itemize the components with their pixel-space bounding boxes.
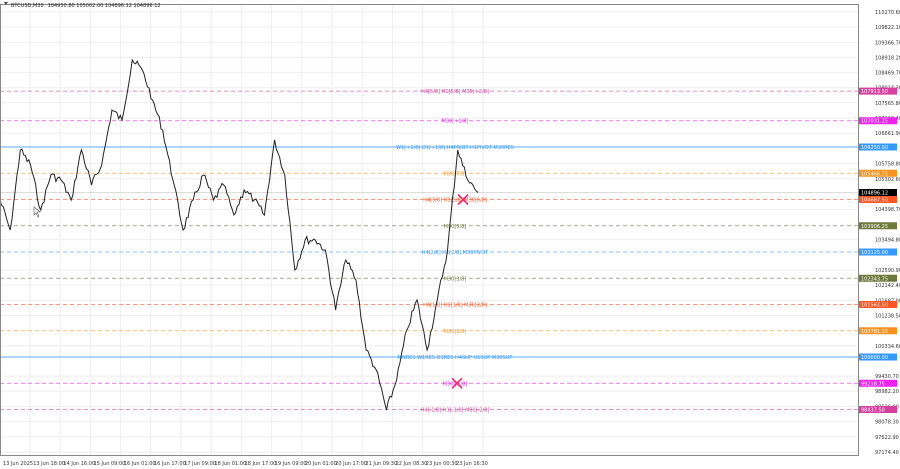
price-axis[interactable]: 110270.60 109822.10 109366.70 108918.20 1084… [875,10,900,456]
x-tick-label: 20 Jun 01:00 [305,461,337,467]
price-tag-value: 103906.25 [861,224,888,230]
current-price-value: 104896.12 [861,190,888,196]
price-tags: 107913.50 107031.25 106250.00 105468.75 1046… [859,87,897,414]
level-label: H4[5/8] H1[5/8] M30[6/8] [423,198,487,204]
price-tag [859,379,897,387]
x-tick-label: 23 Jun 00:30 [426,461,458,467]
price-tag-value: 99218.75 [861,381,885,387]
level-label: M30[5/8] [444,224,467,230]
price-tag-value: 102343.75 [861,276,888,282]
mouse-cursor-icon [33,206,41,218]
y-tick-label: 99430.70 [875,374,899,380]
y-tick-label: 110270.60 [875,10,900,16]
level-label: H4[1/8] H1[1/8] M30[2/8] [423,303,487,309]
y-tick-label: 102142.40 [875,283,900,289]
price-tag-value: 107031.25 [861,119,888,125]
plot-frame [0,4,859,456]
level-label: M30[+1/8] [442,119,469,125]
price-tag [859,274,897,282]
level-label: H4[-1/8] H1[-1/8] M30[-2/8] [421,408,490,414]
price-series [0,58,479,411]
y-tick-label: 105302.60 [875,177,900,183]
y-tick-label: 101238.50 [875,313,900,319]
price-tag-value: 98437.50 [861,408,885,414]
x-tick-label: 18 Jun 17:00 [245,461,277,467]
x-tick-label: 23 Jun 16:30 [456,461,488,467]
y-tick-label: 109822.10 [875,25,900,31]
price-tag [859,353,897,361]
y-tick-label: 108469.70 [875,70,900,76]
price-tag-value: 106250.00 [861,145,888,151]
price-tag-value: 100000.00 [861,355,888,361]
price-tag-value: 101562.50 [861,303,888,309]
x-tick-label: 13 Jun 18:00 [33,461,65,467]
x-tick-label: 16 Jun 17:00 [154,461,186,467]
y-tick-label: 103494.80 [875,238,900,244]
x-tick-label: 14 Jun 16:00 [63,461,95,467]
x-tick-label: 19 Jun 09:00 [275,461,307,467]
price-tag [859,222,897,230]
level-label: M30[1/8] [444,329,467,335]
x-tick-label: 20 Jun 17:00 [335,461,367,467]
price-tag-value: 107913.50 [861,89,888,95]
y-tick-label: 98078.30 [875,420,899,426]
collapse-icon[interactable] [4,2,8,5]
price-tag [859,406,897,414]
level-label: MNRES W1RES D1RES H4SUP H1SUP M30SUP [398,355,513,361]
y-tick-label: 97174.40 [875,450,899,456]
y-tick-label: 102590.90 [875,268,900,274]
level-label: W1[+1/8] D1[+1/8] H4PIVOT H1PIVOT M30RES [396,145,514,151]
y-tick-label: 105758.80 [875,162,900,168]
level-label: H4[2/8] H1[2/8] M30PIVOT [422,250,489,256]
price-tag [859,327,897,335]
level-label: H4[5/8] H1[5/8] M30[+2/8] [421,89,489,95]
x-tick-label: 18 Jun 01:00 [214,461,246,467]
x-tick-label: 15 Jun 09:00 [94,461,126,467]
y-tick-label: 100334.60 [875,344,900,350]
price-tag-value: 100781.25 [861,329,888,335]
price-tag-value: 104687.50 [861,198,888,204]
price-tag [859,169,897,177]
x-tick-label: 16 Jun 01:00 [124,461,156,467]
price-tag [859,301,897,309]
level-lines: H4[5/8] H1[5/8] M30[+2/8] M30[+1/8] W1[+1/… [0,89,858,414]
level-label: M30[3/8] [444,276,467,282]
x-tick-label: 17 Jun 09:00 [184,461,216,467]
price-tag [859,117,897,125]
price-tag [859,143,897,151]
symbol-label: BTCUSD,M30 [11,3,44,9]
grid [0,5,858,455]
ohlc-values: 104950.80 105002.00 104896.12 104896.12 [48,3,161,9]
price-tag [859,196,897,204]
y-tick-label: 108918.20 [875,55,900,61]
price-tag [859,248,897,256]
cross-marker-icon [457,193,469,206]
x-tick-label: 22 Jun 08:30 [396,461,428,467]
y-tick-label: 106661.90 [875,131,900,137]
y-tick-label: 109366.70 [875,40,900,46]
y-tick-label: 104398.70 [875,207,900,213]
x-tick-label: 21 Jun 09:30 [365,461,397,467]
y-tick-label: 107565.80 [875,101,900,107]
price-tag-value: 105468.75 [861,171,888,177]
price-tag-value: 103125.00 [861,250,888,256]
y-tick-label: 97622.90 [875,435,899,441]
price-tag [859,87,897,95]
y-tick-label: 98982.20 [875,389,899,395]
x-tick-label: 13 Jun 2025 [3,461,33,467]
current-price-tag [859,188,897,196]
markers [451,193,469,389]
cross-marker-icon [451,377,463,389]
